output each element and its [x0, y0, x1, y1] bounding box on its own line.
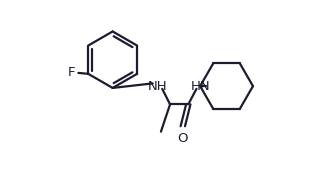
Text: O: O — [177, 132, 188, 145]
Text: HN: HN — [191, 80, 211, 93]
Text: NH: NH — [148, 80, 167, 93]
Text: F: F — [68, 66, 75, 79]
